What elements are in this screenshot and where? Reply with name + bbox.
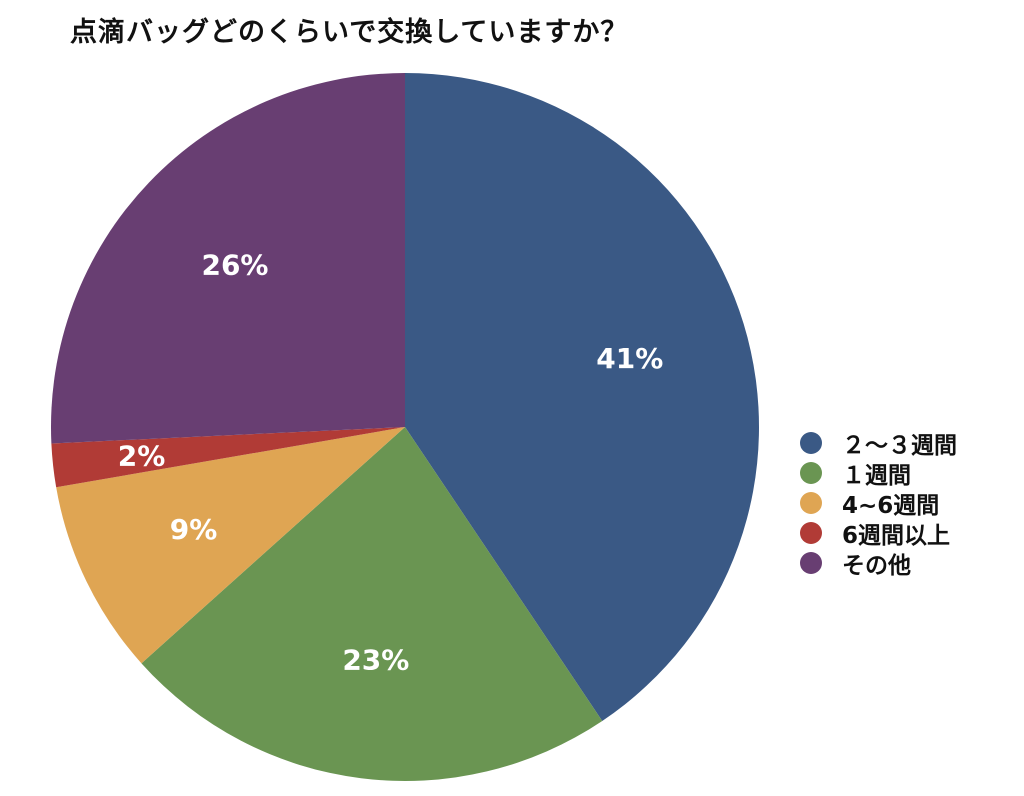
- legend-label: その他: [842, 553, 911, 579]
- legend-swatch: [800, 552, 822, 574]
- legend-swatch: [800, 492, 822, 514]
- legend-label: １週間: [842, 463, 911, 489]
- legend-item: 4~6週間: [800, 488, 957, 519]
- legend-item: １週間: [800, 458, 957, 489]
- legend-label: ２～３週間: [842, 433, 957, 459]
- legend-swatch: [800, 432, 822, 454]
- legend: ２～３週間 １週間 4~6週間 6週間以上 その他: [800, 428, 957, 579]
- pie-slice: [141, 427, 603, 781]
- chart-title: 点滴バッグどのくらいで交換していますか？: [70, 17, 629, 48]
- legend-swatch: [800, 462, 822, 484]
- legend-item: その他: [800, 548, 957, 579]
- legend-swatch: [800, 522, 822, 544]
- slice-percent-label: 2%: [118, 439, 166, 472]
- pie-slice: [405, 73, 759, 721]
- pie-slice: [56, 427, 405, 664]
- slice-percent-label: 26%: [201, 248, 268, 281]
- legend-item: ２～３週間: [800, 428, 957, 459]
- slice-percent-label: 41%: [596, 342, 663, 375]
- pie-slice: [51, 73, 405, 444]
- slice-percent-label: 9%: [170, 513, 218, 546]
- pie-slice: [51, 427, 405, 488]
- legend-label: 6週間以上: [842, 523, 951, 549]
- legend-label: 4~6週間: [842, 493, 940, 519]
- legend-item: 6週間以上: [800, 518, 957, 549]
- slice-percent-label: 23%: [342, 644, 409, 677]
